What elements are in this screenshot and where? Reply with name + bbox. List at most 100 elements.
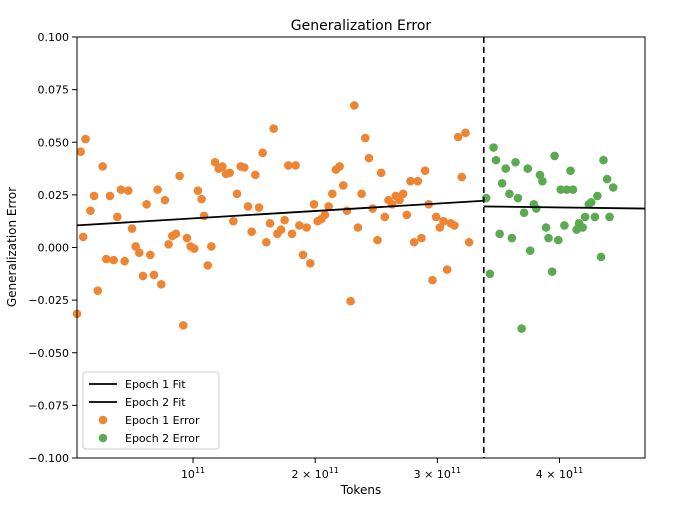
epoch-2-error-point [550, 151, 559, 161]
epoch-1-error-point [324, 202, 333, 211]
epoch-2-error-point [497, 178, 507, 188]
legend-label: Epoch 2 Error [125, 432, 200, 445]
epoch-1-error-point [178, 321, 188, 330]
y-tick-label: −0.075 [28, 399, 69, 412]
epoch-1-error-point [364, 153, 374, 163]
epoch-2-error-point [578, 223, 588, 232]
x-axis-label: Tokens [340, 483, 381, 497]
epoch-1-error-point [406, 176, 415, 186]
epoch-1-error-point [262, 237, 271, 247]
epoch-1-error-point [153, 185, 162, 194]
epoch-1-error-point [442, 265, 452, 274]
epoch-1-error-point [113, 212, 122, 222]
epoch-1-error-point [357, 189, 366, 199]
epoch-1-error-point [251, 170, 260, 180]
epoch-2-fit-line [483, 205, 646, 210]
epoch-2-error-point [599, 155, 608, 165]
epoch-2-error-point [605, 212, 614, 222]
epoch-1-error-point [306, 258, 315, 268]
epoch-2-error-point [544, 233, 553, 243]
epoch-1-error-point [291, 161, 300, 170]
epoch-1-error-point [134, 248, 144, 258]
epoch-1-error-point [338, 181, 348, 190]
epoch-1-error-point [127, 224, 137, 233]
epoch-1-error-point [120, 256, 129, 266]
epoch-1-error-point [298, 250, 308, 260]
epoch-1-error-point [428, 275, 437, 285]
y-tick-label: −0.100 [28, 452, 69, 465]
epoch-1-error-point [265, 218, 275, 228]
y-tick-label: −0.050 [28, 347, 69, 360]
epoch-1-error-point [76, 147, 85, 157]
epoch-1-error-point [142, 200, 151, 209]
legend-label: Epoch 2 Fit [125, 396, 186, 409]
epoch-2-error-point [513, 193, 523, 203]
epoch-1-error-point [380, 212, 390, 222]
epoch-1-error-point [78, 232, 88, 242]
epoch-1-error-point [269, 124, 278, 133]
epoch-1-error-point [287, 229, 297, 239]
epoch-1-error-point [203, 261, 213, 270]
epoch-1-error-point [420, 166, 430, 175]
epoch-1-error-point [431, 212, 441, 222]
epoch-1-error-point [160, 195, 170, 205]
y-tick-label: 0.100 [38, 31, 70, 44]
epoch-1-error-point [225, 168, 234, 178]
epoch-2-error-point [495, 229, 504, 239]
epoch-2-error-point [517, 324, 526, 333]
y-axis-label: Generalization Error [5, 187, 19, 307]
epoch-1-error-point [171, 229, 181, 239]
x-tick-label: 1011 [181, 466, 205, 481]
legend-box [82, 371, 220, 450]
legend-marker-swatch [98, 415, 108, 425]
epoch-1-error-point [335, 162, 344, 171]
epoch-1-error-point [302, 223, 311, 232]
epoch-1-error-point [398, 189, 408, 199]
epoch-1-error-point [360, 133, 370, 143]
epoch-1-error-point [402, 210, 412, 220]
epoch-1-error-point [138, 271, 148, 281]
epoch-1-error-point [349, 101, 359, 110]
epoch-1-error-point [232, 189, 242, 199]
epoch-2-error-point [562, 185, 572, 194]
legend-marker-swatch [98, 433, 108, 443]
epoch-1-error-point [124, 186, 133, 195]
epoch-2-error-point [547, 267, 557, 277]
epoch-1-error-point [464, 237, 474, 247]
epoch-1-error-point [327, 189, 337, 199]
epoch-1-error-point [240, 163, 249, 172]
y-tick-label: 0.050 [38, 136, 70, 149]
epoch-2-error-point [489, 143, 498, 152]
epoch-1-error-point [193, 186, 203, 195]
y-tick-label: −0.025 [28, 294, 69, 307]
epoch-2-error-point [525, 246, 535, 255]
epoch-1-error-point [89, 191, 99, 201]
epoch-1-error-point [409, 237, 419, 247]
y-tick-label: 0.000 [38, 242, 70, 255]
epoch-2-error-point [541, 223, 551, 232]
epoch-1-error-point [210, 157, 220, 167]
epoch-1-error-point [439, 216, 448, 226]
epoch-1-error-point [175, 171, 184, 181]
epoch-1-error-point [417, 233, 426, 243]
epoch-2-error-point [491, 155, 501, 165]
epoch-1-error-point [284, 161, 293, 170]
epoch-2-error-point [538, 176, 547, 186]
epoch-1-error-point [309, 200, 319, 209]
epoch-1-error-point [342, 206, 352, 215]
epoch-1-error-point [86, 206, 95, 215]
legend-label: Epoch 1 Error [125, 414, 200, 427]
epoch-1-error-point [156, 280, 166, 289]
epoch-1-error-point [145, 250, 155, 260]
epoch-1-error-point [461, 128, 470, 138]
epoch-2-error-point [568, 185, 578, 194]
epoch-1-error-point [276, 225, 286, 234]
epoch-2-error-point [556, 185, 566, 194]
markers-layer [72, 101, 618, 333]
epoch-1-error-point [98, 162, 107, 171]
epoch-2-error-point [608, 183, 618, 192]
epoch-1-error-point [258, 148, 267, 158]
epoch-2-error-point [586, 197, 596, 207]
epoch-1-error-point [164, 240, 173, 249]
